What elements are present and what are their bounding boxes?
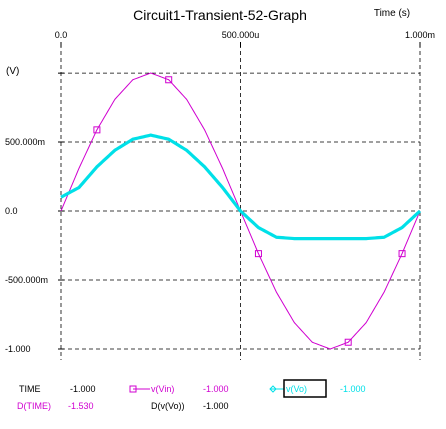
vin-legend-marker [129,385,137,393]
vin-legend-label: v(Vin) [151,384,174,394]
x-unit-label: Time (s) [374,8,410,19]
readout-panel: TIME -1.000 v(Vin) -1.000 v(Vo) -1.000 D… [17,379,366,411]
dtime-label: D(TIME) [17,401,51,411]
vo-selected-box[interactable] [283,379,327,398]
vin-data-point [344,338,352,346]
series-line-vo [60,133,422,241]
vin-data-point [93,126,101,134]
x-tick-label: 0.0 [55,30,68,40]
time-label: TIME [19,384,41,394]
vo-legend[interactable]: v(Vo) -1.000 [269,379,366,398]
vin-data-point [398,250,406,258]
vo-legend-marker [269,385,277,393]
dvo-label: D(v(Vo)) [151,401,185,411]
grid-lines [58,42,421,360]
y-unit-label: (V) [6,66,19,77]
tick-labels: 0.0 500.000u 1.000m 500.000m 0.0 -500.000m -1.… [5,30,435,354]
vin-readout-value: -1.000 [203,384,229,394]
y-tick-label: -500.000m [5,275,48,285]
x-tick-label: 1.000m [405,30,435,40]
vin-data-point [165,76,173,84]
dtime-value: -1.530 [68,401,94,411]
time-value: -1.000 [70,384,96,394]
vo-readout-value: -1.000 [340,384,366,394]
y-tick-label: 500.000m [5,137,45,147]
chart-title: Circuit1-Transient-52-Graph [133,7,307,23]
series-lines [60,72,422,350]
y-tick-label: 0.0 [5,206,18,216]
vin-data-point [254,250,262,258]
x-tick-label: 500.000u [222,30,260,40]
dvo-value: -1.000 [203,401,229,411]
y-tick-label: -1.000 [5,344,31,354]
vo-legend-label: v(Vo) [286,384,307,394]
vin-legend[interactable]: v(Vin) -1.000 [129,384,229,394]
